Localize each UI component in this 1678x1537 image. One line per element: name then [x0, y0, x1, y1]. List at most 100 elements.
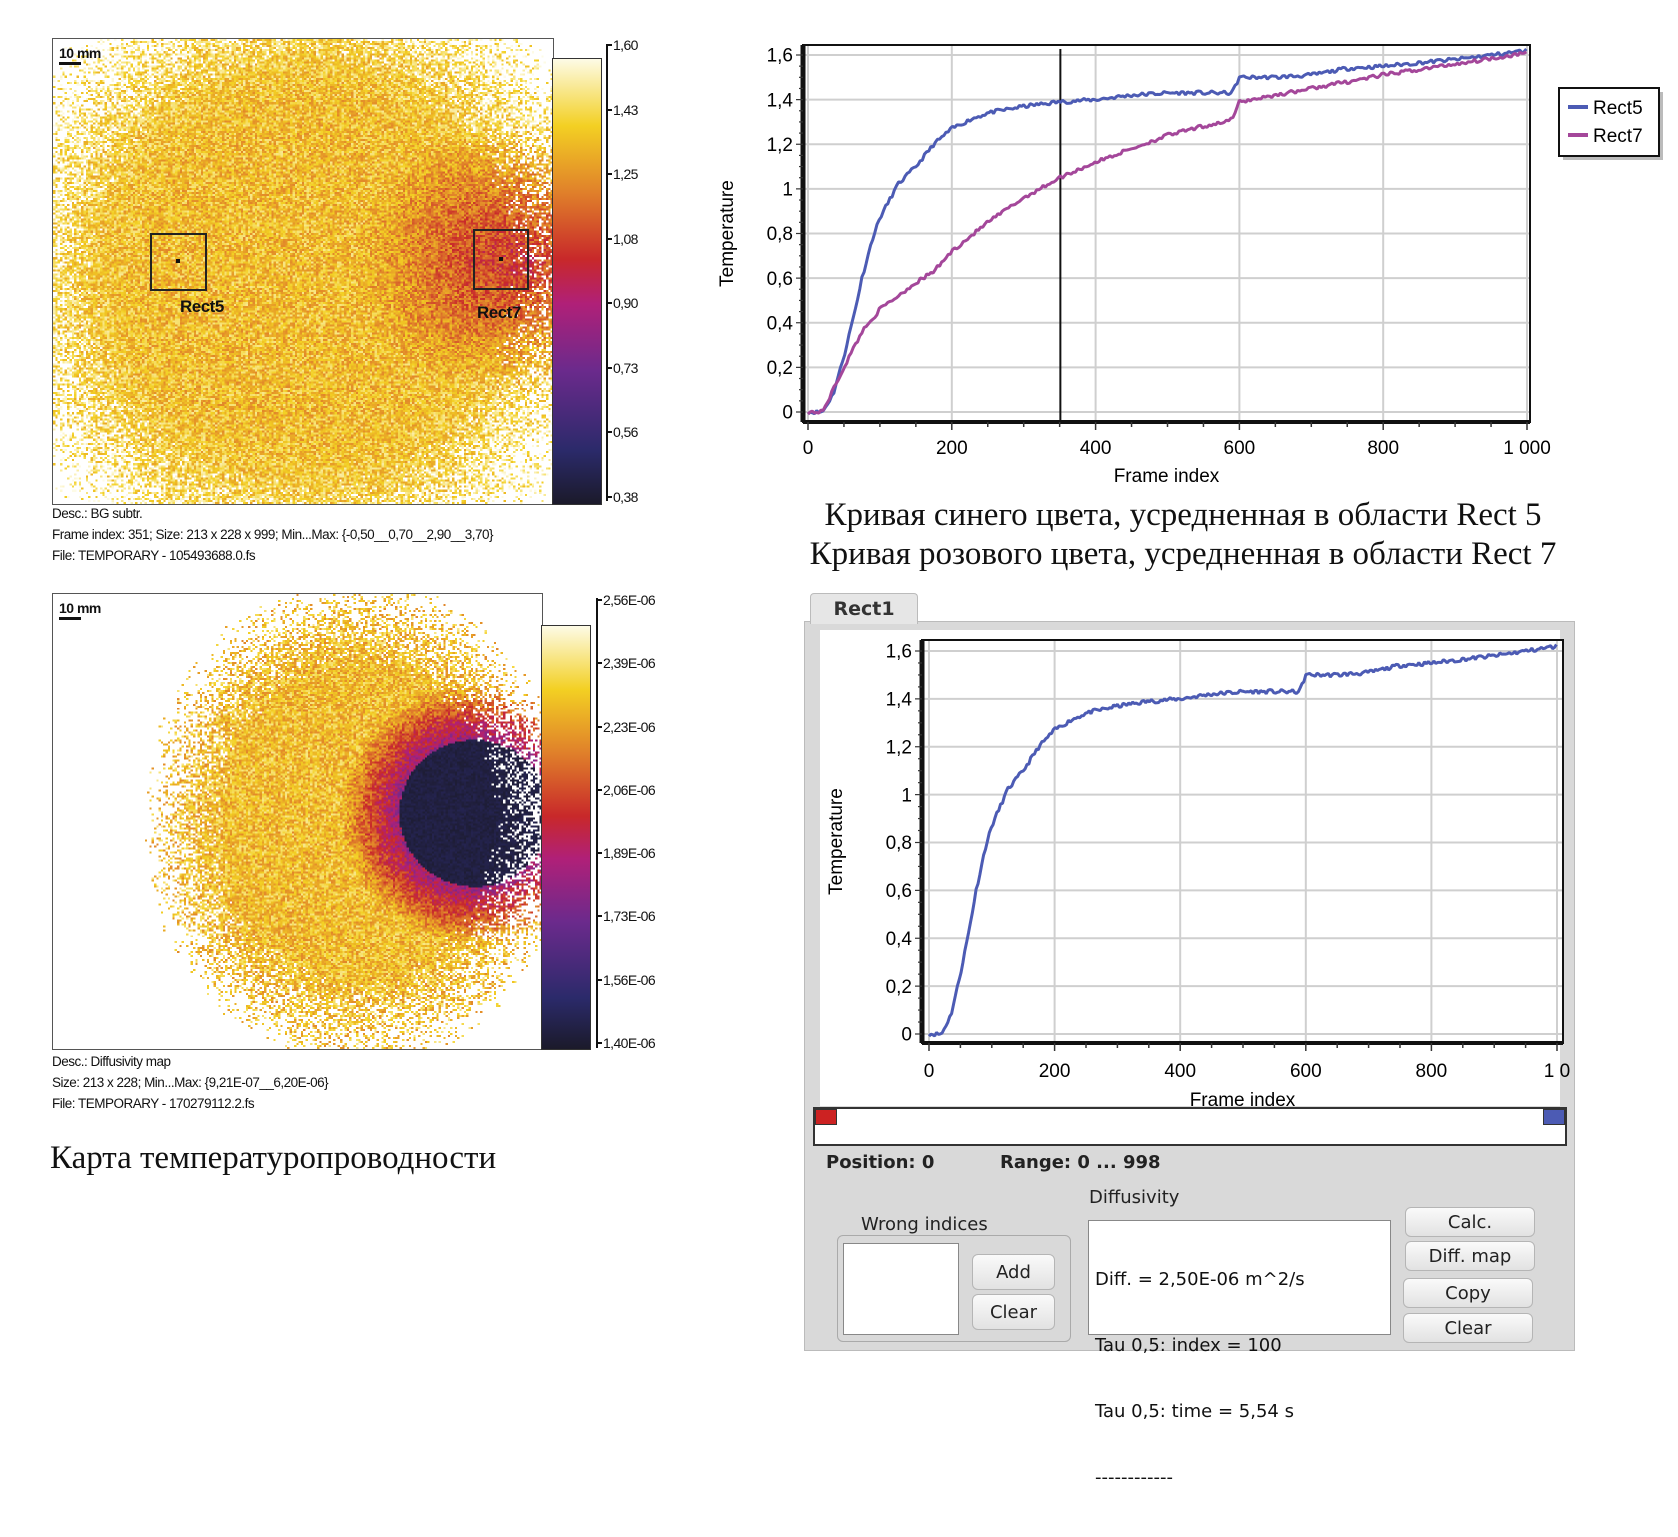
- colorbar-tick-mark: [596, 599, 602, 601]
- y-tick-label: 0: [782, 403, 793, 424]
- result-line: Diff. = 2,50E-06 m^2/s: [1095, 1269, 1305, 1290]
- add-index-button[interactable]: Add: [972, 1254, 1055, 1290]
- colorbar-tick-label: 2,56E-06: [603, 592, 656, 608]
- colorbar-tick-label: 0,90: [613, 295, 638, 312]
- slider-end-handle[interactable]: [1543, 1109, 1565, 1125]
- colorbar-tick-mark: [606, 431, 612, 434]
- caption-line-2: Кривая розового цвета, усредненная в обл…: [809, 536, 1557, 572]
- diffusivity-colorbar: [541, 625, 591, 1050]
- wrong-indices-list[interactable]: [843, 1243, 959, 1335]
- calc-button[interactable]: Calc.: [1405, 1207, 1535, 1237]
- y-tick-label: 1,4: [767, 90, 794, 111]
- result-line: ------------: [1095, 1467, 1173, 1488]
- colorbar-tick-label: 1,08: [613, 230, 638, 247]
- colorbar-tick-mark: [606, 302, 612, 305]
- x-axis-label: Frame index: [1190, 1090, 1296, 1110]
- diffusivity-colorbar-axis: [596, 598, 598, 1048]
- y-tick-label: 0,4: [767, 313, 794, 334]
- roi-rect5[interactable]: [150, 233, 207, 291]
- scale-bar-label: 10 mm: [59, 600, 101, 616]
- y-tick-label: 0,4: [886, 929, 913, 950]
- result-line: Tau 0,5: index = 100: [1095, 1335, 1282, 1356]
- y-tick-label: 0,6: [767, 269, 793, 290]
- roi-rect7[interactable]: [473, 229, 529, 290]
- range-readout: Range: 0 ... 998: [1000, 1152, 1161, 1173]
- frame-range-slider[interactable]: [813, 1107, 1567, 1146]
- series-line-rect1: [927, 643, 1558, 1038]
- colorbar-tick-label: 2,39E-06: [603, 655, 656, 672]
- roi-label-rect7: Rect7: [477, 303, 521, 322]
- wrong-indices-label: Wrong indices: [858, 1214, 991, 1235]
- temperature-map[interactable]: 10 mm Rect5 Rect7: [52, 38, 554, 505]
- x-tick-label: 600: [1290, 1061, 1322, 1082]
- colorbar-tick-mark: [606, 108, 612, 111]
- colorbar-tick-label: 2,06E-06: [603, 781, 656, 798]
- diffusivity-results-textbox[interactable]: Diff. = 2,50E-06 m^2/s Tau 0,5: index = …: [1088, 1220, 1391, 1488]
- map-file: File: TEMPORARY - 105493688.0.fs: [52, 548, 256, 563]
- tab-rect1[interactable]: Rect1: [810, 593, 918, 624]
- series-line-rect5: [807, 48, 1528, 416]
- colorbar-tick-mark: [606, 173, 612, 176]
- y-tick-label: 1,2: [886, 737, 912, 758]
- y-tick-label: 1,2: [767, 135, 793, 156]
- diffusivity-map-caption: Карта температуропроводности: [50, 1140, 497, 1176]
- scale-bar-label: 10 mm: [59, 45, 101, 61]
- colorbar-tick-mark: [596, 725, 602, 728]
- x-tick-label: 0: [924, 1061, 935, 1082]
- temperature-colorbar: [552, 58, 602, 505]
- y-tick-label: 0,8: [767, 224, 793, 245]
- clear-button[interactable]: Clear: [1403, 1313, 1533, 1343]
- colorbar-tick-label: 0,73: [613, 359, 638, 376]
- colorbar-tick-label: 1,60: [613, 37, 638, 53]
- y-tick-label: 0: [901, 1025, 912, 1046]
- caption-line-1: Кривая синего цвета, усредненная в облас…: [824, 497, 1542, 533]
- wrong-indices-group: [837, 1235, 1071, 1342]
- x-tick-label: 0: [803, 438, 814, 459]
- colorbar-tick-label: 0,56: [613, 424, 638, 441]
- colorbar-tick-label: 1,25: [613, 166, 638, 183]
- colorbar-tick-label: 1,56E-06: [603, 971, 656, 988]
- colorbar-tick-mark: [606, 496, 612, 498]
- legend-label: Rect7: [1593, 126, 1643, 147]
- diffusivity-heatmap-image: [53, 594, 542, 1049]
- position-readout: Position: 0: [826, 1152, 935, 1173]
- slider-start-handle[interactable]: [815, 1109, 837, 1125]
- x-tick-label: 400: [1164, 1061, 1196, 1082]
- temperature-map-info: Desc.: BG subtr. Frame index: 351; Size:…: [52, 503, 494, 566]
- y-tick-label: 0,6: [886, 881, 912, 902]
- x-tick-label: 600: [1224, 438, 1256, 459]
- y-tick-label: 1,6: [767, 46, 793, 67]
- colorbar-tick-label: 1,40E-06: [603, 1035, 656, 1051]
- diffusivity-map[interactable]: 10 mm: [52, 593, 543, 1050]
- series-line-rect7: [806, 50, 1528, 416]
- rect1-temperature-chart: 0 200 400 600 800 1 0 0 0,2 0,4 0,6 0,8 1 1,2 1,4 1,6 F…: [826, 639, 1570, 1110]
- y-tick-label: 0,8: [886, 833, 912, 854]
- y-tick-label: 1,6: [886, 642, 912, 663]
- y-axis-label: Temperature: [826, 788, 847, 895]
- map-desc: Desc.: BG subtr.: [52, 506, 143, 521]
- colorbar-tick-label: 2,23E-06: [603, 718, 656, 735]
- map-file: File: TEMPORARY - 170279112.2.fs: [52, 1096, 255, 1111]
- colorbar-tick-label: 1,89E-06: [603, 845, 656, 862]
- colorbar-tick-mark: [596, 978, 602, 981]
- clear-indices-button[interactable]: Clear: [972, 1294, 1055, 1330]
- y-tick-label: 1,4: [886, 690, 913, 711]
- temperature-colorbar-axis: [606, 44, 608, 501]
- colorbar-tick-label: 1,73E-06: [603, 908, 656, 925]
- colorbar-tick-mark: [596, 1042, 602, 1044]
- scale-bar: 10 mm: [59, 600, 101, 620]
- colorbar-tick-label: 0,38: [613, 489, 638, 505]
- colorbar-tick-mark: [606, 237, 612, 240]
- x-tick-label: 200: [936, 438, 968, 459]
- y-axis-label: Temperature: [717, 180, 738, 287]
- copy-button[interactable]: Copy: [1403, 1278, 1533, 1308]
- diff-map-button[interactable]: Diff. map: [1405, 1241, 1535, 1271]
- colorbar-tick-mark: [596, 662, 602, 665]
- diffusivity-label: Diffusivity: [1089, 1187, 1180, 1208]
- x-tick-label: 1 0: [1544, 1061, 1570, 1082]
- colorbar-tick-mark: [596, 852, 602, 855]
- map-frame-info: Frame index: 351; Size: 213 x 228 x 999;…: [52, 527, 494, 542]
- colorbar-tick-mark: [596, 788, 602, 791]
- map-size-info: Size: 213 x 228; Min...Max: {9,21E-07__6…: [52, 1075, 329, 1090]
- legend-label: Rect5: [1593, 98, 1643, 119]
